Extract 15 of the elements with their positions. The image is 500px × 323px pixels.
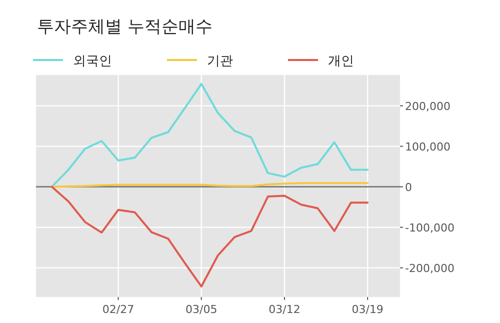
line-series xyxy=(50,186,369,288)
x-tick-label: 03/19 xyxy=(352,303,384,316)
y-tick-label: 200,000 xyxy=(405,100,450,113)
x-tick-label: 03/05 xyxy=(186,303,218,316)
legend-label: 외국인 xyxy=(73,54,112,69)
line-series xyxy=(50,82,369,188)
x-tick-label: 02/27 xyxy=(102,303,134,316)
y-tick-label: -200,000 xyxy=(405,262,454,275)
y-tick-label: 100,000 xyxy=(405,140,450,154)
chart-title: 투자주체별 누적순매수 xyxy=(37,17,212,37)
legend-label: 기관 xyxy=(207,54,233,69)
x-tick-label: 03/12 xyxy=(268,303,300,316)
y-tick-label: 0 xyxy=(405,180,412,194)
legend-label: 개인 xyxy=(328,54,354,69)
y-tick-label: -100,000 xyxy=(405,221,454,234)
